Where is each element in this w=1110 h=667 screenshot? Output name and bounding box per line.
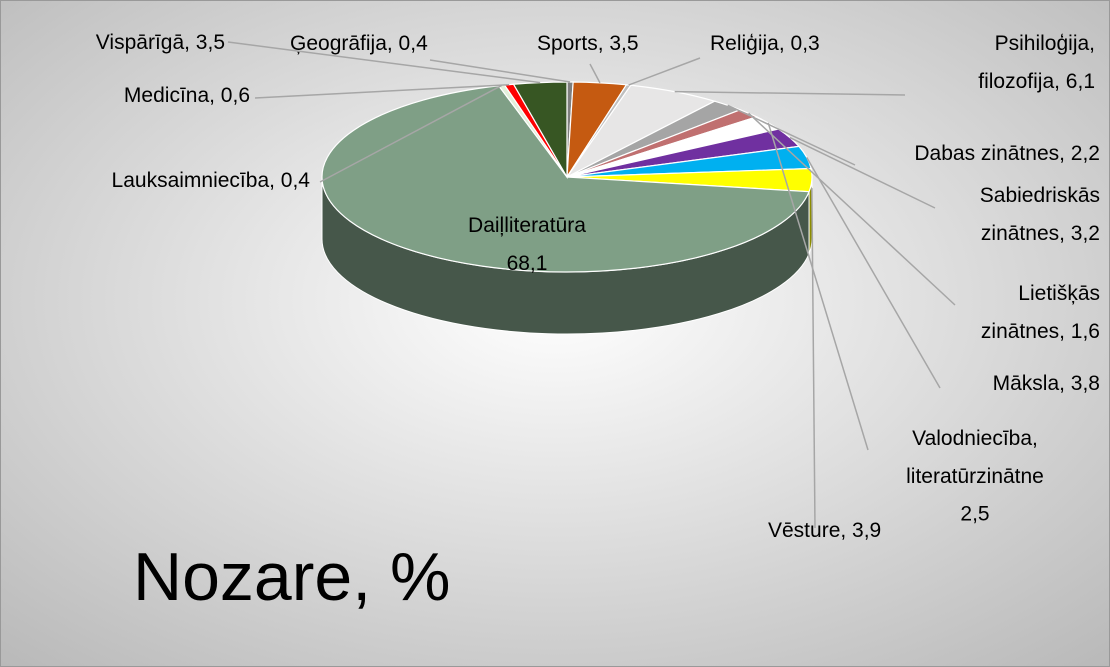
- data-label: Māksla, 3,8: [993, 372, 1100, 395]
- data-label: Valodniecība, literatūrzinātne 2,5: [906, 427, 1044, 526]
- leader-line: [748, 112, 956, 306]
- leader-line: [806, 156, 941, 389]
- data-label: Vispārīgā, 3,5: [96, 31, 225, 54]
- data-label: Sabiedriskās zinātnes, 3,2: [980, 184, 1100, 245]
- leader-line: [589, 63, 601, 84]
- leader-line: [811, 188, 816, 529]
- leader-line: [429, 59, 571, 83]
- leader-line: [628, 57, 701, 86]
- leader-line: [319, 84, 503, 183]
- data-label: Dabas zinātnes, 2,2: [914, 142, 1100, 165]
- leader-line: [767, 122, 869, 451]
- data-label: Sports, 3,5: [537, 32, 639, 55]
- leader-line: [254, 83, 510, 99]
- leader-line: [674, 90, 906, 96]
- pie-slice: Daiļliteratūra: [321, 85, 810, 273]
- leader-line: [789, 136, 936, 209]
- data-label: Vēsture, 3,9: [768, 519, 881, 542]
- leader-line: [727, 104, 856, 166]
- data-label: Ģeogrāfija, 0,4: [290, 32, 428, 55]
- data-label: Lauksaimniecība, 0,4: [112, 169, 311, 192]
- data-label: Medicīna, 0,6: [124, 84, 250, 107]
- data-label: Psihiloģija, filozofija, 6,1: [978, 32, 1095, 93]
- data-label: Daiļliteratūra 68,1: [468, 214, 586, 275]
- data-label: Reliģija, 0,3: [710, 32, 820, 55]
- chart-title: Nozare, %: [133, 539, 450, 615]
- leader-line: [227, 41, 541, 84]
- data-label: Lietišķās zinātnes, 1,6: [981, 282, 1100, 343]
- pie: ĢeogrāfijaSportsReliģijaPsihiloģija, fil…: [96, 31, 1100, 542]
